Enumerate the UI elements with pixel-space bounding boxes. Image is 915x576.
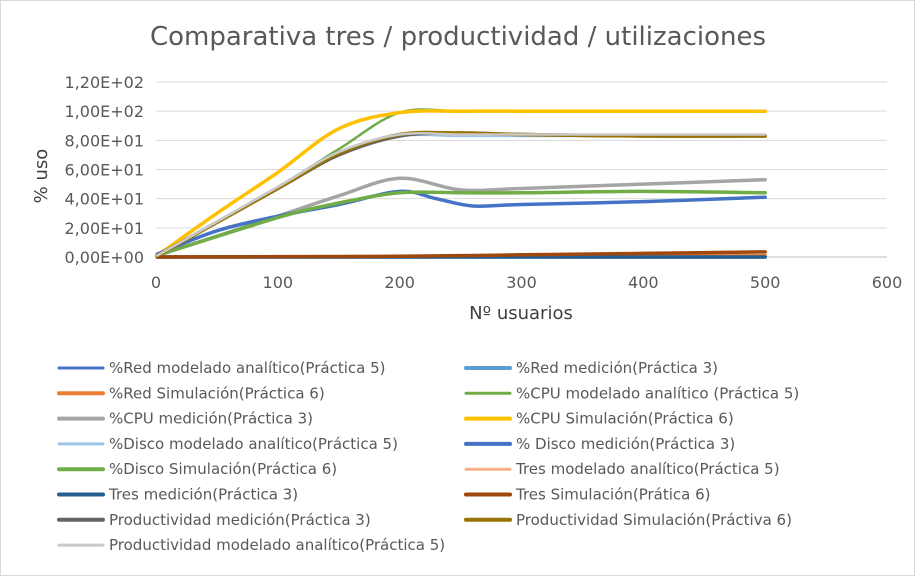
x-tick-label: 500	[750, 273, 781, 292]
legend-label: Tres modelado analítico(Práctica 5)	[515, 460, 780, 478]
legend-label: %Disco modelado analítico(Práctica 5)	[109, 435, 398, 453]
y-tick-label: 2,00E+01	[65, 219, 145, 238]
tick-labels: 0,00E+00 2,00E+01 4,00E+01 6,00E+01 8,00E+01…	[65, 73, 903, 292]
legend-label: %Red modelado analítico(Práctica 5)	[109, 359, 385, 377]
series-line-8	[155, 189, 767, 256]
y-tick-label: 0,00E+00	[65, 248, 145, 267]
legend-label: Productividad Simulación(Práctiva 6)	[516, 511, 792, 529]
legend-item: Productividad medición(Práctica 3)	[57, 511, 371, 529]
y-tick-label: 8,00E+01	[65, 131, 145, 150]
legend-item: Tres medición(Práctica 3)	[57, 486, 298, 504]
y-tick-label: 1,00E+02	[65, 102, 145, 121]
legend-item: %CPU modelado analítico (Práctica 5)	[464, 384, 799, 402]
x-tick-label: 300	[506, 273, 537, 292]
x-tick-label: 400	[628, 273, 659, 292]
series-line-5	[155, 176, 767, 258]
x-tick-label: 200	[384, 273, 415, 292]
legend-label: %CPU modelado analítico (Práctica 5)	[516, 384, 799, 402]
legend-label: Tres medición(Práctica 3)	[108, 486, 298, 504]
legend-label: %Red medición(Práctica 3)	[516, 359, 718, 377]
series-line-12	[155, 250, 767, 259]
legend: %Red modelado analítico(Práctica 5) %Red …	[57, 359, 799, 554]
legend-item: %Disco Simulación(Práctica 6)	[57, 460, 337, 478]
legend-item: %Red medición(Práctica 3)	[464, 359, 718, 377]
legend-item: Productividad Simulación(Práctiva 6)	[464, 511, 792, 529]
x-tick-label: 600	[872, 273, 903, 292]
legend-item: % Disco medición(Práctica 3)	[464, 435, 735, 453]
legend-label: % Disco medición(Práctica 3)	[516, 435, 735, 453]
chart-title: Comparativa tres / productividad / utili…	[150, 22, 766, 52]
legend-label: %Disco Simulación(Práctica 6)	[109, 460, 337, 478]
legend-item: %Disco modelado analítico(Práctica 5)	[57, 435, 398, 453]
legend-item: %CPU Simulación(Práctica 6)	[464, 410, 734, 428]
x-axis-label: Nº usuarios	[469, 303, 573, 324]
series-line-6	[155, 109, 767, 258]
legend-item: %Red modelado analítico(Práctica 5)	[57, 359, 385, 377]
series-lines	[155, 108, 767, 259]
series-line-7	[155, 133, 767, 257]
y-tick-label: 6,00E+01	[65, 161, 145, 180]
y-axis-label: % uso	[31, 149, 52, 204]
y-tick-label: 1,20E+02	[65, 73, 145, 92]
series-line-15	[155, 131, 767, 257]
legend-label: %CPU Simulación(Práctica 6)	[516, 410, 734, 428]
series-line-9	[155, 189, 767, 258]
legend-label: %CPU medición(Práctica 3)	[109, 410, 313, 428]
legend-item: Tres modelado analítico(Práctica 5)	[464, 460, 780, 478]
x-tick-label: 100	[263, 273, 294, 292]
legend-item: %CPU medición(Práctica 3)	[57, 410, 313, 428]
legend-label: %Red Simulación(Práctica 6)	[109, 384, 325, 402]
legend-item: Productividad modelado analítico(Práctic…	[57, 536, 445, 554]
y-tick-label: 4,00E+01	[65, 190, 145, 209]
x-tick-label: 0	[151, 273, 161, 292]
legend-label: Productividad modelado analítico(Práctic…	[109, 536, 445, 554]
legend-item: %Red Simulación(Práctica 6)	[57, 384, 325, 402]
legend-label: Tres Simulación(Prática 6)	[515, 486, 711, 504]
legend-item: Tres Simulación(Prática 6)	[464, 486, 711, 504]
legend-label: Productividad medición(Práctica 3)	[109, 511, 371, 529]
